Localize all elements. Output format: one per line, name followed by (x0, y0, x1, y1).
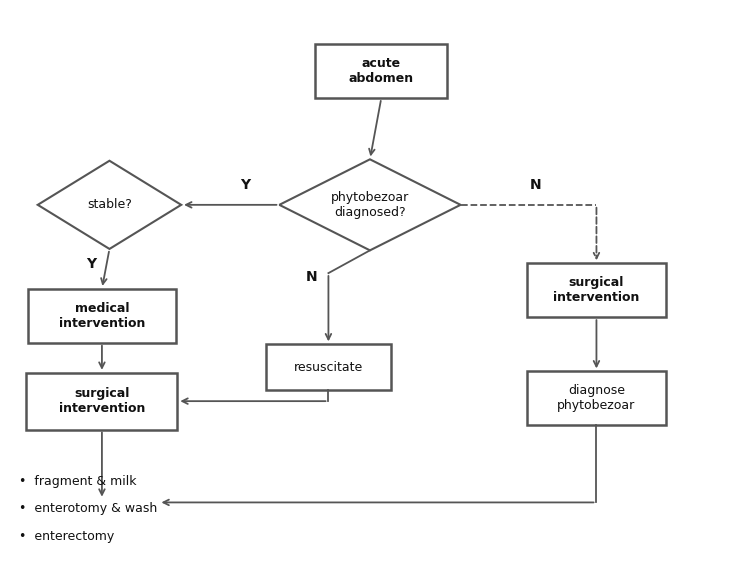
Text: N: N (530, 178, 542, 192)
Text: •  enterectomy: • enterectomy (19, 530, 114, 543)
Text: •  fragment & milk: • fragment & milk (19, 475, 137, 488)
Text: stable?: stable? (87, 199, 132, 211)
Text: Y: Y (86, 258, 96, 271)
Polygon shape (38, 161, 181, 249)
FancyBboxPatch shape (526, 263, 667, 318)
Text: Y: Y (240, 178, 251, 192)
FancyBboxPatch shape (316, 44, 447, 98)
Text: medical
intervention: medical intervention (59, 302, 145, 330)
Text: surgical
intervention: surgical intervention (553, 276, 639, 304)
Text: acute
abdomen: acute abdomen (349, 57, 414, 85)
Text: diagnose
phytobezoar: diagnose phytobezoar (557, 384, 636, 413)
Text: N: N (306, 270, 317, 284)
FancyBboxPatch shape (29, 289, 176, 343)
Polygon shape (279, 159, 461, 250)
Text: surgical
intervention: surgical intervention (59, 387, 145, 415)
Text: •  enterotomy & wash: • enterotomy & wash (19, 502, 157, 516)
Text: phytobezoar
diagnosed?: phytobezoar diagnosed? (331, 191, 409, 219)
FancyBboxPatch shape (526, 371, 667, 426)
FancyBboxPatch shape (266, 344, 391, 390)
Text: resuscitate: resuscitate (294, 361, 363, 373)
FancyBboxPatch shape (26, 373, 177, 430)
